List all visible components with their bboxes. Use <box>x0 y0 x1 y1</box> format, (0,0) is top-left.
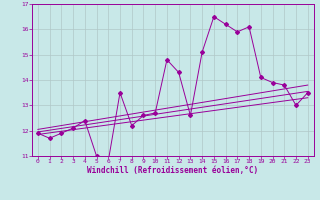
X-axis label: Windchill (Refroidissement éolien,°C): Windchill (Refroidissement éolien,°C) <box>87 166 258 175</box>
